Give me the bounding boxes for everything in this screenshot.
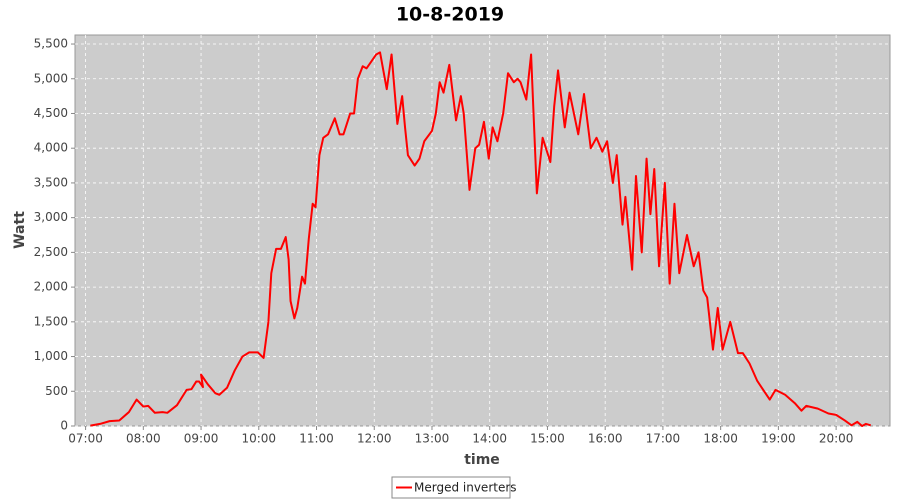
legend-box: [391, 476, 511, 499]
x-tick-label: 12:00: [357, 432, 392, 446]
y-tick-label: 4,000: [34, 141, 68, 155]
x-tick-label: 17:00: [646, 432, 681, 446]
x-axis-title: time: [464, 452, 500, 468]
x-tick-label: 18:00: [703, 432, 738, 446]
x-tick-label: 09:00: [184, 432, 219, 446]
x-tick-label: 15:00: [530, 432, 565, 446]
y-tick-label: 1,500: [34, 314, 68, 328]
data-line: [90, 51, 872, 427]
y-tick-label: 1,000: [34, 349, 68, 363]
y-tick-label: 500: [45, 384, 68, 398]
x-tick-label: 08:00: [126, 432, 161, 446]
y-axis-title: Watt: [12, 211, 28, 249]
x-tick-label: 10:00: [241, 432, 276, 446]
y-tick-label: 0: [60, 419, 68, 433]
y-tick-label: 5,500: [34, 37, 68, 51]
x-tick-label: 13:00: [415, 432, 450, 446]
y-tick-label: 3,500: [34, 175, 68, 189]
x-tick-label: 20:00: [819, 432, 854, 446]
y-tick-label: 3,000: [34, 210, 68, 224]
y-tick-label: 4,500: [34, 106, 68, 120]
x-tick-label: 19:00: [761, 432, 796, 446]
x-tick-label: 11:00: [299, 432, 334, 446]
legend-label: Merged inverters: [414, 481, 517, 495]
y-tick-label: 2,500: [34, 245, 68, 259]
plot-area: [74, 34, 891, 427]
y-tick-label: 2,000: [34, 280, 68, 294]
x-tick-label: 16:00: [588, 432, 623, 446]
y-tick-label: 5,000: [34, 71, 68, 85]
x-tick-label: 07:00: [68, 432, 103, 446]
chart-title: 10-8-2019: [396, 4, 504, 26]
x-tick-label: 14:00: [472, 432, 507, 446]
